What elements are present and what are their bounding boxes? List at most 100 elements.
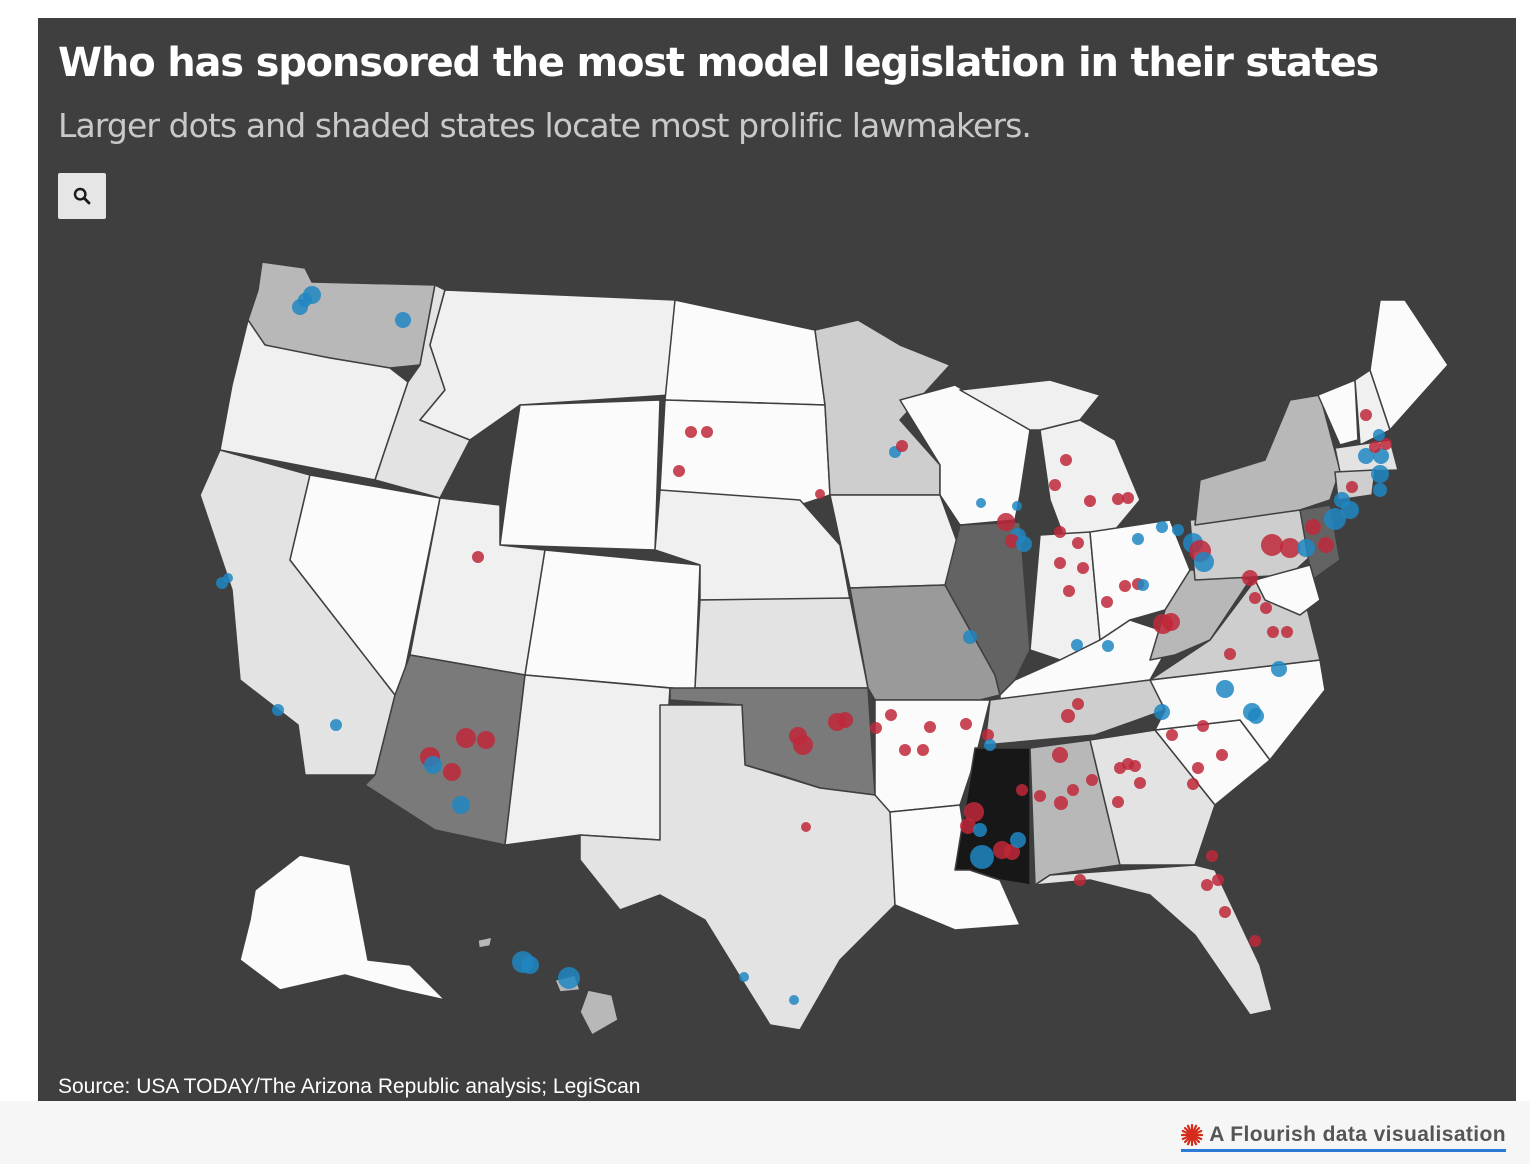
lawmaker-dot-blue[interactable]: [973, 823, 987, 837]
state-michigan-lower[interactable]: [1039, 419, 1141, 541]
lawmaker-dot-red[interactable]: [1122, 492, 1134, 504]
lawmaker-dot-red[interactable]: [1249, 935, 1261, 947]
lawmaker-dot-blue[interactable]: [1297, 539, 1315, 557]
lawmaker-dot-red[interactable]: [1280, 538, 1300, 558]
lawmaker-dot-blue[interactable]: [223, 573, 233, 583]
lawmaker-dot-blue[interactable]: [1016, 536, 1032, 552]
lawmaker-dot-red[interactable]: [1206, 850, 1218, 862]
lawmaker-dot-blue[interactable]: [970, 845, 994, 869]
lawmaker-dot-red[interactable]: [1134, 777, 1146, 789]
lawmaker-dot-red[interactable]: [917, 744, 929, 756]
lawmaker-dot-red[interactable]: [1260, 602, 1272, 614]
lawmaker-dot-blue[interactable]: [1012, 501, 1022, 511]
lawmaker-dot-red[interactable]: [1380, 438, 1392, 450]
lawmaker-dot-red[interactable]: [456, 728, 476, 748]
lawmaker-dot-blue[interactable]: [1137, 579, 1149, 591]
lawmaker-dot-blue[interactable]: [1373, 483, 1387, 497]
lawmaker-dot-red[interactable]: [1077, 562, 1089, 574]
lawmaker-dot-red[interactable]: [801, 822, 811, 832]
state-texas[interactable]: [579, 704, 896, 1031]
lawmaker-dot-red[interactable]: [924, 721, 936, 733]
state-hawaii-big[interactable]: [579, 989, 619, 1036]
lawmaker-dot-blue[interactable]: [521, 956, 539, 974]
lawmaker-dot-red[interactable]: [1192, 762, 1204, 774]
lawmaker-dot-blue[interactable]: [452, 796, 470, 814]
lawmaker-dot-red[interactable]: [1112, 796, 1124, 808]
us-map[interactable]: [38, 18, 1516, 1101]
lawmaker-dot-red[interactable]: [960, 818, 976, 834]
lawmaker-dot-red[interactable]: [1004, 844, 1020, 860]
lawmaker-dot-red[interactable]: [1346, 481, 1358, 493]
lawmaker-dot-red[interactable]: [960, 718, 972, 730]
lawmaker-dot-red[interactable]: [1197, 720, 1209, 732]
lawmaker-dot-red[interactable]: [685, 426, 697, 438]
lawmaker-dot-red[interactable]: [982, 729, 994, 741]
state-vermont[interactable]: [1317, 379, 1359, 446]
lawmaker-dot-red[interactable]: [1034, 790, 1046, 802]
lawmaker-dot-red[interactable]: [1016, 784, 1028, 796]
lawmaker-dot-blue[interactable]: [1248, 708, 1264, 724]
lawmaker-dot-blue[interactable]: [1334, 492, 1350, 508]
lawmaker-dot-blue[interactable]: [424, 756, 442, 774]
lawmaker-dot-red[interactable]: [1201, 879, 1213, 891]
lawmaker-dot-blue[interactable]: [1172, 524, 1184, 536]
state-new-york[interactable]: [1194, 394, 1341, 526]
lawmaker-dot-red[interactable]: [896, 440, 908, 452]
lawmaker-dot-blue[interactable]: [1358, 448, 1374, 464]
lawmaker-dot-blue[interactable]: [330, 719, 342, 731]
lawmaker-dot-red[interactable]: [1067, 784, 1079, 796]
lawmaker-dot-red[interactable]: [1054, 557, 1066, 569]
lawmaker-dot-blue[interactable]: [789, 995, 799, 1005]
lawmaker-dot-red[interactable]: [1054, 796, 1068, 810]
lawmaker-dot-blue[interactable]: [1271, 661, 1287, 677]
lawmaker-dot-red[interactable]: [1074, 874, 1086, 886]
state-maryland-delaware[interactable]: [1254, 564, 1321, 616]
search-button[interactable]: [58, 173, 106, 219]
lawmaker-dot-blue[interactable]: [1216, 680, 1234, 698]
state-alabama[interactable]: [1029, 739, 1121, 886]
lawmaker-dot-red[interactable]: [1369, 441, 1381, 453]
lawmaker-dot-red[interactable]: [701, 426, 713, 438]
lawmaker-dot-red[interactable]: [1054, 526, 1066, 538]
lawmaker-dot-red[interactable]: [789, 727, 807, 745]
lawmaker-dot-blue[interactable]: [1371, 465, 1389, 483]
lawmaker-dot-red[interactable]: [1249, 592, 1261, 604]
lawmaker-dot-red[interactable]: [1084, 495, 1096, 507]
lawmaker-dot-red[interactable]: [477, 731, 495, 749]
lawmaker-dot-red[interactable]: [1281, 626, 1293, 638]
lawmaker-dot-red[interactable]: [1224, 648, 1236, 660]
lawmaker-dot-blue[interactable]: [1132, 533, 1144, 545]
lawmaker-dot-red[interactable]: [1101, 596, 1113, 608]
lawmaker-dot-red[interactable]: [964, 802, 984, 822]
state-new-mexico[interactable]: [504, 674, 671, 846]
lawmaker-dot-red[interactable]: [673, 465, 685, 477]
lawmaker-dot-red[interactable]: [1129, 760, 1141, 772]
lawmaker-dot-blue[interactable]: [963, 630, 977, 644]
lawmaker-dot-red[interactable]: [870, 722, 882, 734]
state-iowa[interactable]: [829, 494, 961, 589]
lawmaker-dot-red[interactable]: [1360, 409, 1372, 421]
lawmaker-dot-red[interactable]: [1305, 519, 1321, 535]
lawmaker-dot-red[interactable]: [1267, 626, 1279, 638]
state-south-dakota[interactable]: [659, 399, 831, 506]
lawmaker-dot-blue[interactable]: [1373, 429, 1385, 441]
lawmaker-dot-red[interactable]: [472, 551, 484, 563]
lawmaker-dot-blue[interactable]: [1154, 704, 1170, 720]
lawmaker-dot-blue[interactable]: [558, 967, 580, 989]
lawmaker-dot-red[interactable]: [1112, 493, 1124, 505]
state-michigan-upper[interactable]: [959, 379, 1101, 431]
state-maine[interactable]: [1369, 299, 1449, 431]
state-alaska[interactable]: [239, 854, 446, 1001]
state-indiana[interactable]: [1029, 531, 1101, 661]
lawmaker-dot-red[interactable]: [1318, 537, 1334, 553]
lawmaker-dot-blue[interactable]: [1194, 552, 1214, 572]
lawmaker-dot-blue[interactable]: [298, 293, 312, 307]
lawmaker-dot-blue[interactable]: [984, 739, 996, 751]
lawmaker-dot-blue[interactable]: [1071, 639, 1083, 651]
lawmaker-dot-red[interactable]: [1187, 778, 1199, 790]
state-kansas[interactable]: [694, 597, 869, 689]
lawmaker-dot-blue[interactable]: [272, 704, 284, 716]
lawmaker-dot-blue[interactable]: [1156, 521, 1168, 533]
lawmaker-dot-red[interactable]: [1005, 534, 1019, 548]
state-colorado[interactable]: [524, 549, 701, 691]
